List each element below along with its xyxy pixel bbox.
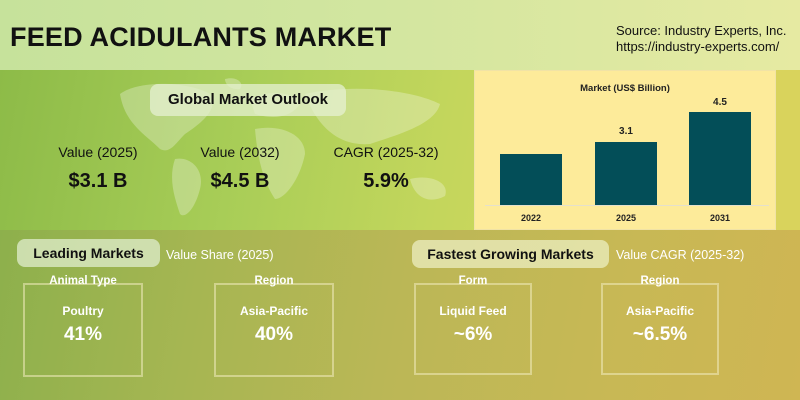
stat-label: Value (2025)	[58, 144, 138, 160]
card-heading: Animal Type	[49, 275, 117, 287]
card-form: Form Liquid Feed ~6%	[414, 275, 532, 375]
stat-label: CAGR (2025-32)	[333, 144, 439, 160]
stat-value-2032: Value (2032) $4.5 B	[180, 144, 300, 193]
stat-value: $4.5 B	[210, 170, 270, 192]
card-segment: Poultry	[62, 304, 104, 318]
page-title: FEED ACIDULANTS MARKET	[10, 22, 392, 52]
stat-cagr: CAGR (2025-32) 5.9%	[326, 144, 446, 193]
bar-2022	[500, 154, 562, 205]
card-segment: Asia-Pacific	[239, 304, 309, 318]
chart-baseline	[485, 205, 769, 206]
category-label-2025: 2025	[615, 213, 637, 223]
card-fastest-region: Region Asia-Pacific ~6.5%	[601, 275, 719, 375]
source-name: Source: Industry Experts, Inc.	[616, 23, 787, 38]
card-animal-type: Animal Type Poultry 41%	[23, 275, 143, 377]
card-segment: Asia-Pacific	[625, 304, 695, 318]
stat-label: Value (2032)	[200, 144, 280, 160]
category-label-2031: 2031	[709, 213, 731, 223]
bar-2025	[595, 142, 657, 205]
bar-2031	[689, 112, 751, 205]
category-label-2022: 2022	[520, 213, 542, 223]
card-heading: Form	[458, 275, 488, 287]
card-value: 41%	[63, 324, 103, 345]
header-band: FEED ACIDULANTS MARKET Source: Industry …	[0, 0, 800, 70]
bar-label-2031: 4.5	[713, 97, 727, 108]
market-bar-chart: Market (US$ Billion) 3.1 4.5 2022 2025 2…	[474, 70, 776, 230]
leading-markets-subtitle: Value Share (2025)	[166, 248, 274, 262]
leading-markets-label: Leading Markets	[17, 239, 160, 267]
source-citation: Source: Industry Experts, Inc. https://i…	[616, 23, 787, 55]
bar-label-2025: 3.1	[619, 126, 633, 137]
card-heading: Region	[254, 275, 294, 287]
stat-value: $3.1 B	[68, 170, 128, 192]
card-heading: Region	[640, 275, 680, 287]
card-segment: Liquid Feed	[439, 304, 507, 318]
fastest-growing-subtitle: Value CAGR (2025-32)	[616, 248, 745, 262]
card-leading-region: Region Asia-Pacific 40%	[214, 275, 334, 377]
source-url: https://industry-experts.com/	[616, 39, 780, 54]
card-value: ~6.5%	[632, 324, 688, 345]
card-value: ~6%	[453, 324, 493, 345]
right-accent-strip	[776, 70, 800, 230]
card-value: 40%	[254, 324, 294, 345]
stat-value: 5.9%	[363, 170, 409, 192]
stat-value-2025: Value (2025) $3.1 B	[38, 144, 158, 193]
fastest-growing-markets-label: Fastest Growing Markets	[412, 240, 609, 268]
global-market-outlook-label: Global Market Outlook	[150, 84, 346, 116]
chart-title: Market (US$ Billion)	[580, 83, 670, 94]
